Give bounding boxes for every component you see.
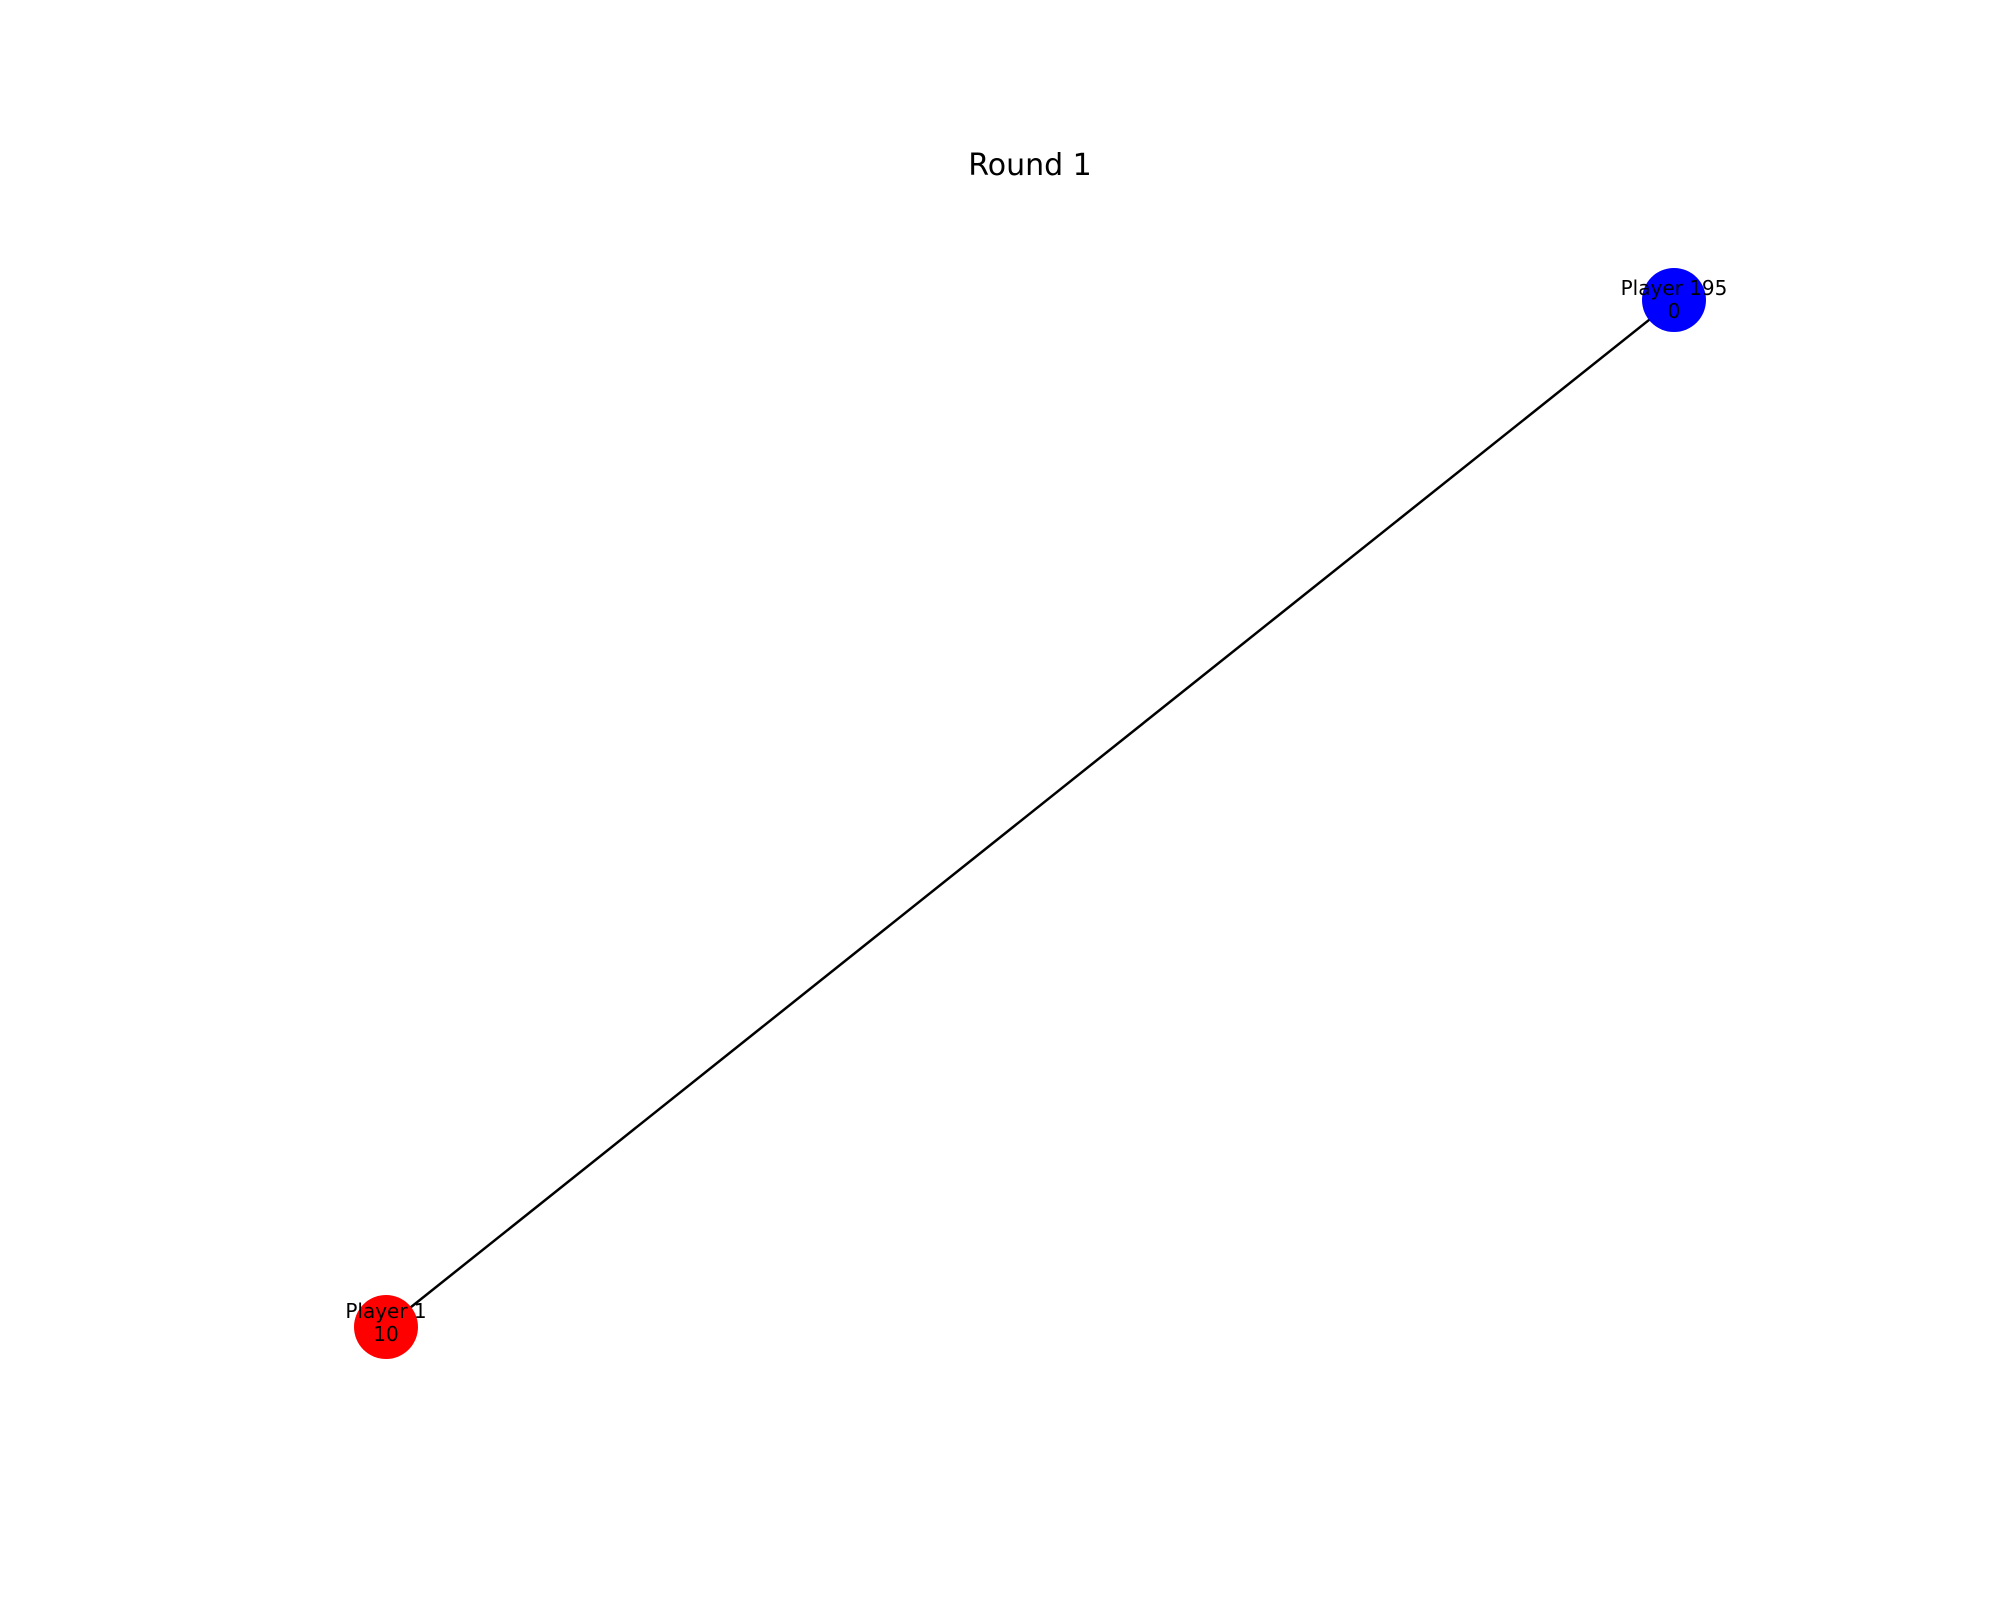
node-value-player-1: 10: [373, 1322, 398, 1346]
graph-edge: [385, 299, 1675, 1328]
node-value-player-195: 0: [1668, 299, 1681, 323]
graph-node-player-1: Player 1 10: [345, 1295, 427, 1359]
graph-title: Round 1: [968, 148, 1092, 183]
node-circle-player-195: [1642, 268, 1706, 332]
graph-node-player-195: Player 195 0: [1621, 268, 1728, 332]
node-name-player-1: Player 1: [345, 1299, 426, 1323]
node-circle-player-1: [354, 1295, 418, 1359]
node-name-player-195: Player 195: [1621, 276, 1728, 300]
